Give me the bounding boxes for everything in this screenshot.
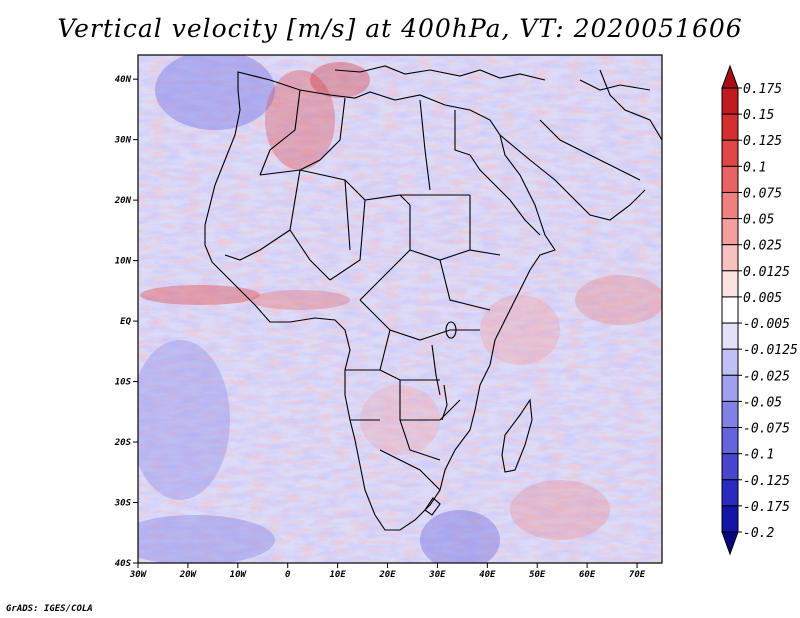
colorbar-label: 0.125 (743, 134, 782, 149)
colorbar: 0.175 0.15 0.125 0.1 0.075 0.05 0.025 0.0125 0.0… (721, 64, 798, 556)
lat-tick-label: 30N (114, 136, 132, 146)
grads-credit: GrADS: IGES/COLA (6, 604, 93, 614)
colorbar-swatch (721, 218, 739, 246)
colorbar-label: 0.175 (743, 82, 782, 97)
colorbar-label: -0.1 (743, 448, 774, 463)
lon-tick-label: 40E (479, 570, 496, 580)
colorbar-swatch (721, 453, 739, 481)
colorbar-label: -0.2 (743, 526, 774, 541)
lat-tick-label: 30S (114, 499, 132, 509)
colorbar-swatch (721, 244, 739, 272)
colorbar-swatch (721, 270, 739, 298)
lon-tick-label: 30E (428, 570, 446, 580)
colorbar-label: -0.175 (743, 500, 790, 515)
colorbar-swatch (721, 427, 739, 455)
lon-tick-label: 30W (129, 570, 148, 580)
colorbar-swatch (721, 322, 739, 350)
colorbar-label: 0.05 (743, 213, 774, 228)
lat-tick-label: 20N (114, 196, 132, 206)
lat-tick-label: 10S (115, 378, 132, 388)
colorbar-label: 0.15 (743, 108, 774, 123)
colorbar-swatch (721, 505, 739, 533)
lon-tick-label: 10E (329, 570, 346, 580)
lon-tick-label: 0 (285, 570, 291, 580)
colorbar-swatch (721, 479, 739, 507)
lat-tick-label: 20S (114, 438, 132, 448)
colorbar-swatch (721, 139, 739, 167)
velocity-field (138, 55, 662, 563)
colorbar-swatch (721, 374, 739, 402)
colorbar-swatch (721, 348, 739, 376)
colorbar-label: -0.0125 (743, 343, 798, 358)
colorbar-swatch (721, 165, 739, 193)
map-title: Vertical velocity [m/s] at 400hPa, VT: 2… (57, 14, 743, 43)
lon-tick-label: 20W (179, 570, 198, 580)
lon-tick-label: 50E (529, 570, 546, 580)
colorbar-label: 0.005 (743, 291, 782, 306)
lon-tick-label: 70E (629, 570, 646, 580)
colorbar-label: 0.075 (743, 186, 782, 201)
axes: 30W 20W 10W 0 10E 20E 30E 40E 50E 60E 70E 40N 30N 20N… (114, 75, 646, 580)
colorbar-label: -0.005 (743, 317, 790, 332)
colorbar-label: -0.025 (743, 369, 790, 384)
lat-tick-label: 10N (115, 257, 132, 267)
colorbar-swatch (721, 191, 739, 220)
coastlines (204, 65, 662, 531)
colorbar-label: -0.125 (743, 474, 790, 489)
colorbar-swatch (721, 296, 739, 324)
lon-tick-label: 10W (230, 570, 248, 580)
plot-frame (137, 54, 663, 564)
lon-tick-label: 60E (579, 570, 596, 580)
colorbar-bottom-arrow (721, 531, 739, 556)
colorbar-label: -0.075 (743, 422, 790, 437)
colorbar-label: -0.05 (743, 395, 782, 410)
lon-tick-label: 20E (378, 570, 396, 580)
colorbar-swatch (721, 87, 739, 115)
colorbar-top-arrow (721, 64, 739, 89)
lat-tick-label: EQ (120, 317, 131, 327)
colorbar-label: 0.0125 (743, 265, 790, 280)
colorbar-label: 0.025 (743, 239, 782, 254)
colorbar-label: 0.1 (743, 160, 766, 175)
lat-tick-label: 40S (115, 559, 132, 569)
lat-tick-label: 40N (115, 75, 132, 85)
colorbar-swatch (721, 113, 739, 141)
colorbar-swatch (721, 400, 739, 429)
